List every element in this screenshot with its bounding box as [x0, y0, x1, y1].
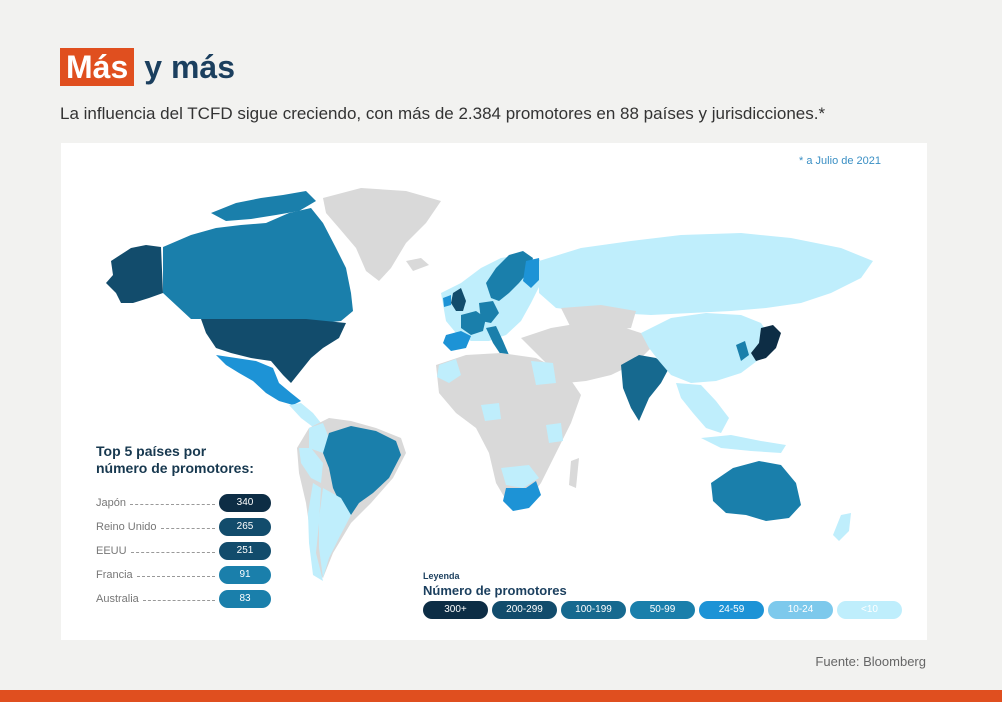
legend-pill: 200-299	[492, 601, 557, 619]
country-new-zealand	[833, 513, 851, 541]
country-germany	[479, 301, 499, 323]
country-france	[461, 311, 486, 335]
country-russia	[539, 233, 873, 315]
country-alaska	[106, 245, 163, 303]
legend-pill: 10-24	[768, 601, 833, 619]
page-title: Más y más	[60, 47, 235, 87]
country-kazakhstan	[561, 305, 636, 331]
country-australia	[711, 461, 801, 521]
country-japan	[751, 325, 781, 361]
country-korea	[736, 341, 749, 361]
legend-pill: <10	[837, 601, 902, 619]
country-greenland	[323, 188, 441, 281]
legend-pill: 300+	[423, 601, 488, 619]
page-subtitle: La influencia del TCFD sigue creciendo, …	[60, 104, 826, 123]
top5-row: Japón 340	[96, 491, 271, 515]
top5-row: Reino Unido 265	[96, 515, 271, 539]
top5-leader-dots	[130, 551, 215, 553]
top5-country: Reino Unido	[96, 521, 157, 533]
legend-row: 300+ 200-299 100-199 50-99 24-59 10-24 <10	[423, 601, 908, 619]
top5-country: Japón	[96, 497, 126, 509]
country-canada-arctic	[211, 191, 316, 221]
country-iceland	[406, 258, 429, 271]
top5-row: Francia 91	[96, 563, 271, 587]
country-italy	[486, 326, 509, 355]
top5-row: Australia 83	[96, 587, 271, 611]
map-card: * a Julio de 2021 Top 5 países por númer…	[61, 143, 927, 640]
legend: Leyenda Número de promotores 300+ 200-299…	[423, 571, 908, 619]
top5-row: EEUU 251	[96, 539, 271, 563]
country-finland	[523, 258, 541, 288]
legend-pill: 100-199	[561, 601, 626, 619]
country-madagascar	[569, 458, 579, 488]
country-egypt	[531, 361, 556, 385]
legend-pill: 24-59	[699, 601, 764, 619]
country-indonesia	[701, 435, 786, 453]
top5-value-pill: 340	[219, 494, 271, 512]
country-colombia	[309, 423, 329, 453]
top5-value-pill: 91	[219, 566, 271, 584]
top5-value-pill: 251	[219, 542, 271, 560]
top5-leader-dots	[136, 575, 215, 577]
country-southern-africa	[501, 465, 539, 488]
legend-small-label: Leyenda	[423, 571, 460, 581]
source-note: Fuente: Bloomberg	[815, 654, 926, 669]
world-map	[106, 188, 873, 581]
country-canada	[163, 208, 353, 323]
region-africa	[436, 353, 581, 505]
country-chile	[308, 483, 323, 581]
top5-country: EEUU	[96, 545, 127, 557]
country-nigeria	[481, 403, 501, 421]
legend-title: Número de promotores	[423, 583, 567, 598]
country-spain	[443, 331, 471, 351]
country-scandinavia	[486, 251, 533, 301]
top5-list: Japón 340 Reino Unido 265 EEUU 251 Francia 91 Au…	[96, 491, 271, 611]
region-southeast-asia	[676, 383, 729, 433]
top5-leader-dots	[160, 527, 215, 529]
country-uk	[451, 288, 466, 311]
country-argentina	[319, 488, 351, 578]
top5-leader-dots	[129, 503, 215, 505]
country-kenya	[546, 423, 563, 443]
footnote: * a Julio de 2021	[799, 155, 881, 167]
country-usa	[201, 319, 346, 383]
country-peru	[299, 448, 323, 483]
country-india	[621, 355, 669, 421]
country-brazil	[323, 426, 401, 515]
country-ireland	[443, 295, 451, 307]
top5-title-line1: Top 5 países por	[96, 443, 207, 459]
region-central-america	[289, 403, 321, 427]
bottom-accent-bar	[0, 690, 1002, 702]
top5-panel: Top 5 países por número de promotores: J…	[96, 443, 271, 611]
country-south-africa	[503, 481, 541, 511]
top5-title: Top 5 países por número de promotores:	[96, 443, 271, 477]
top5-value-pill: 265	[219, 518, 271, 536]
country-china	[641, 313, 771, 383]
country-morocco	[437, 359, 461, 383]
title-rest: y más	[144, 48, 235, 85]
top5-country: Australia	[96, 593, 139, 605]
legend-pill: 50-99	[630, 601, 695, 619]
top5-country: Francia	[96, 569, 133, 581]
top5-value-pill: 83	[219, 590, 271, 608]
country-mexico	[216, 355, 301, 405]
top5-title-line2: número de promotores:	[96, 460, 254, 476]
top5-leader-dots	[142, 599, 215, 601]
title-highlight: Más	[60, 48, 135, 86]
